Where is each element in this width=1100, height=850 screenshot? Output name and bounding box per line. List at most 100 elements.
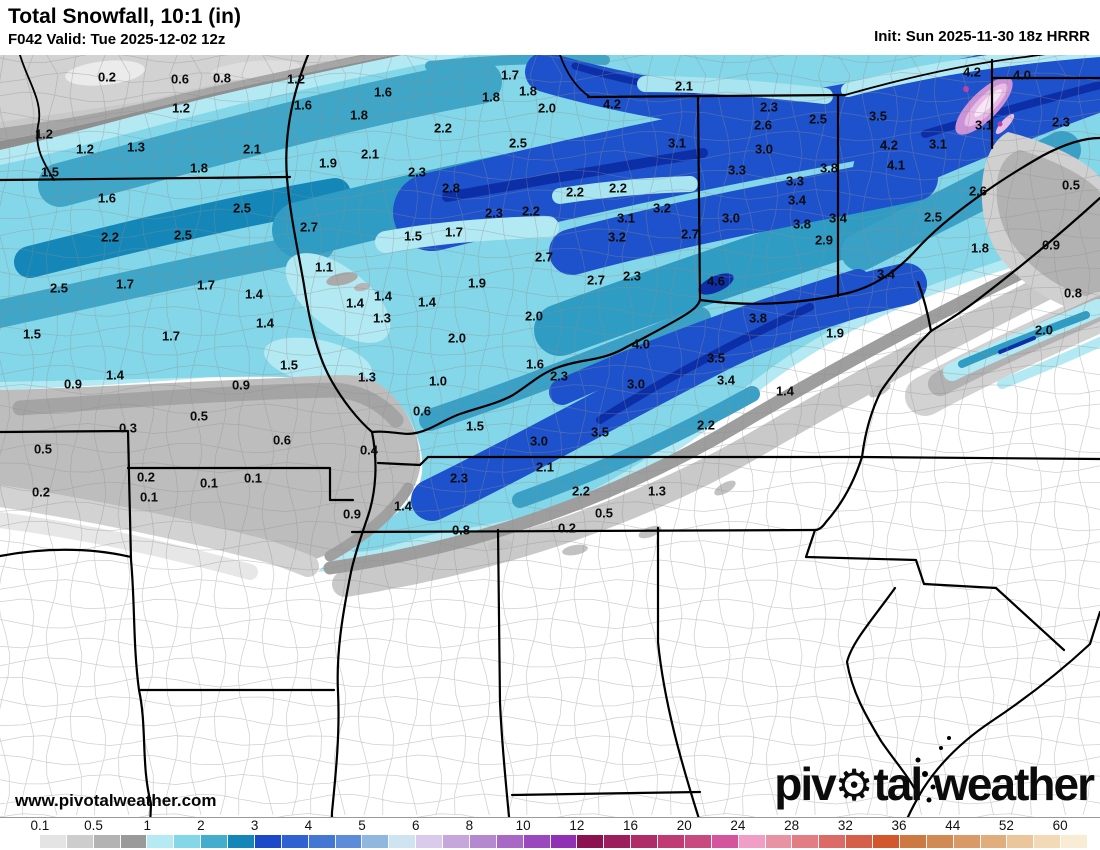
map-value-label: 3.8 (793, 217, 811, 232)
map-value-label: 2.5 (233, 201, 251, 216)
map-value-label: 2.2 (697, 418, 715, 433)
map-value-label: 2.7 (300, 220, 318, 235)
map-value-label: 1.8 (350, 108, 368, 123)
map-value-label: 0.8 (1064, 286, 1082, 301)
coastal-marsh (915, 736, 951, 803)
colorbar-swatch (1061, 835, 1087, 848)
map-value-label: 0.5 (34, 442, 52, 457)
map-value-label: 1.4 (106, 368, 125, 383)
map-value-label: 1.7 (162, 329, 180, 344)
map-value-label: 3.1 (617, 211, 635, 226)
colorbar-tick: 0.1 (30, 818, 50, 833)
map-value-label: 2.2 (101, 230, 119, 245)
colorbar-tick: 0.5 (84, 818, 103, 833)
map-value-label: 3.1 (929, 137, 947, 152)
map-value-label: 0.3 (119, 421, 137, 436)
map-value-label: 2.7 (587, 273, 605, 288)
colorbar-swatch (792, 835, 820, 848)
colorbar-swatch (496, 835, 524, 848)
colorbar-swatch (443, 835, 470, 848)
colorbar-tick: 12 (569, 818, 585, 833)
map-value-label: 0.6 (273, 433, 291, 448)
map-value-label: 3.5 (591, 425, 609, 440)
colorbar-swatch (469, 835, 497, 848)
colorbar-swatch (1034, 835, 1062, 848)
colorbar-swatch (819, 835, 847, 848)
colorbar-swatch (281, 835, 309, 848)
colorbar-tick: 60 (1052, 818, 1068, 833)
map-value-label: 1.5 (404, 229, 422, 244)
map-value-label: 2.2 (566, 185, 584, 200)
gear-icon: ⚙ (834, 762, 874, 810)
colorbar-tick: 6 (411, 818, 420, 833)
map-value-label: 1.5 (466, 419, 484, 434)
map-value-label: 0.9 (232, 378, 250, 393)
colorbar-swatch (899, 835, 927, 848)
colorbar-swatch (953, 835, 981, 848)
map-value-label: 3.4 (788, 193, 807, 208)
map-value-label: 3.8 (820, 161, 838, 176)
valid-time-label: F042 Valid: Tue 2025-12-02 12z (8, 31, 226, 48)
map-value-label: 2.3 (450, 471, 468, 486)
colorbar-tick: 10 (515, 818, 531, 833)
colorbar-swatches (13, 835, 1087, 848)
map-value-label: 2.2 (434, 121, 452, 136)
colorbar-swatch (39, 835, 67, 848)
map-value-label: 2.2 (609, 181, 627, 196)
map-value-label: 2.3 (550, 369, 568, 384)
map-value-label: 1.8 (971, 241, 989, 256)
map-value-label: 2.3 (408, 165, 426, 180)
colorbar-swatch (254, 835, 282, 848)
map-value-label: 2.3 (760, 100, 778, 115)
map-value-label: 0.1 (244, 471, 262, 486)
map-value-label: 1.5 (280, 358, 298, 373)
colorbar-swatch (362, 835, 390, 848)
colorbar-swatch (523, 835, 551, 848)
colorbar-tick: 16 (623, 818, 639, 833)
colorbar-tick: 36 (891, 818, 907, 833)
map-value-label: 2.5 (509, 136, 527, 151)
colorbar-tick: 2 (197, 818, 205, 833)
map-value-label: 1.3 (648, 484, 666, 499)
map-value-label: 1.2 (35, 127, 53, 142)
map-value-label: 1.4 (346, 296, 365, 311)
colorbar-swatch (93, 835, 121, 848)
map-value-label: 3.4 (829, 211, 848, 226)
colorbar-swatch (926, 835, 954, 848)
map-value-label: 0.5 (190, 409, 208, 424)
map-value-label: 1.6 (98, 191, 116, 206)
map-value-label: 3.0 (530, 434, 548, 449)
map-value-label: 3.1 (975, 118, 993, 133)
map-value-label: 1.2 (76, 142, 94, 157)
colorbar-swatch (577, 835, 605, 848)
colorbar-swatch (604, 835, 632, 848)
map-value-label: 1.5 (41, 165, 59, 180)
colorbar-tick: 1 (143, 818, 152, 833)
map-value-label: 2.0 (448, 331, 466, 346)
map-value-label: 0.1 (200, 476, 218, 491)
map-value-label: 2.1 (361, 147, 379, 162)
map-value-label: 1.4 (776, 384, 795, 399)
map-value-label: 1.6 (294, 98, 312, 113)
map-value-label: 2.9 (815, 233, 833, 248)
colorbar-swatch (631, 835, 658, 848)
colorbar-tick: 4 (304, 818, 313, 833)
map-value-label: 2.0 (538, 101, 556, 116)
map-value-label: 1.7 (116, 277, 134, 292)
colorbar-tick: 44 (945, 818, 961, 833)
map-value-label: 2.2 (522, 204, 540, 219)
colorbar-tick: 32 (837, 818, 853, 833)
map-value-label: 1.4 (394, 499, 413, 514)
map-value-label: 2.5 (174, 228, 192, 243)
map-value-label: 0.2 (98, 70, 116, 85)
init-time-label: Init: Sun 2025-11-30 18z HRRR (874, 28, 1090, 45)
colorbar-tick: 24 (730, 818, 746, 833)
colorbar-tick: 52 (998, 818, 1014, 833)
map-value-label: 3.2 (653, 201, 671, 216)
colorbar-swatch (873, 835, 900, 848)
colorbar-swatch (174, 835, 202, 848)
map-value-label: 3.0 (755, 142, 773, 157)
map-value-label: 0.1 (140, 490, 158, 505)
colorbar-tick-labels: 0.1 0.5 1 2 3 4 5 6 8 10 12 16 20 24 28 32 36 44 52 60 (0, 818, 1100, 834)
map-value-label: 2.7 (535, 250, 553, 265)
